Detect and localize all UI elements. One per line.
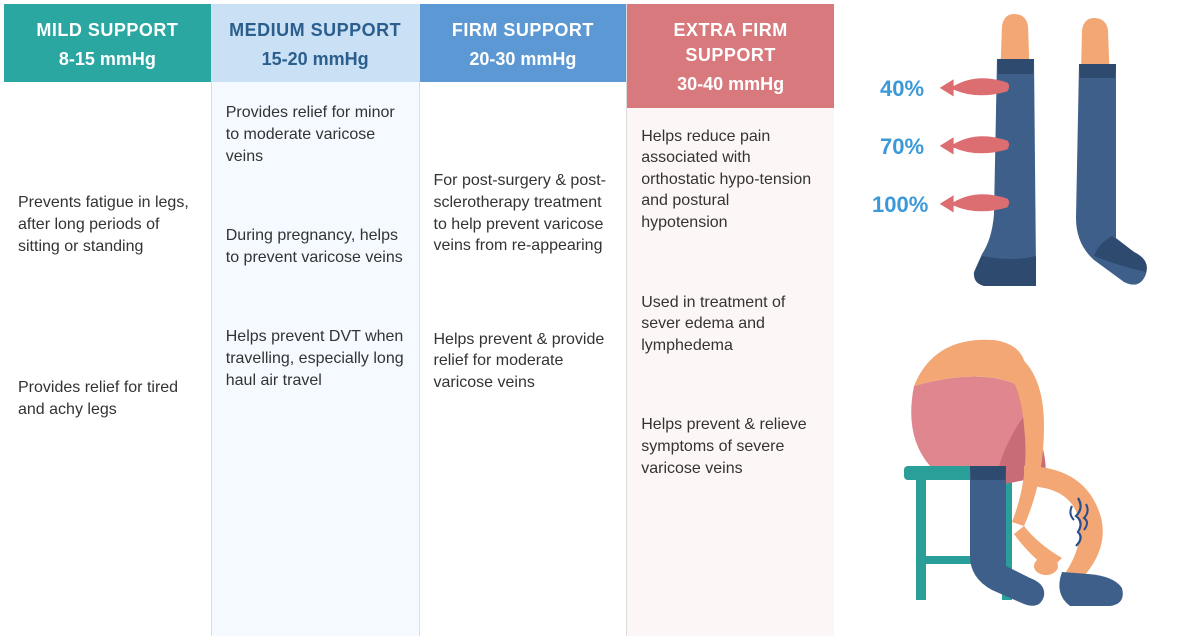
benefit-item: Used in treatment of sever edema and lym… bbox=[641, 292, 820, 357]
col-range: 15-20 mmHg bbox=[220, 47, 411, 72]
column-header: EXTRA FIRM SUPPORT 30-40 mmHg bbox=[627, 4, 834, 108]
benefit-item: Provides relief for minor to moderate va… bbox=[226, 102, 405, 167]
column-body: Provides relief for minor to moderate va… bbox=[212, 82, 419, 636]
benefit-item: Helps prevent DVT when travelling, espec… bbox=[226, 326, 405, 391]
column-mild: MILD SUPPORT 8-15 mmHg Prevents fatigue … bbox=[4, 4, 212, 636]
illustrations-panel: 40% 70% 100% bbox=[834, 4, 1196, 636]
compression-percent-label: 40% bbox=[880, 76, 924, 102]
col-title: MEDIUM SUPPORT bbox=[220, 18, 411, 43]
support-levels-table: MILD SUPPORT 8-15 mmHg Prevents fatigue … bbox=[4, 4, 834, 636]
benefit-item: Provides relief for tired and achy legs bbox=[18, 377, 197, 420]
col-range: 8-15 mmHg bbox=[12, 47, 203, 72]
column-medium: MEDIUM SUPPORT 15-20 mmHg Provides relie… bbox=[212, 4, 420, 636]
benefit-item: Helps prevent & relieve symptoms of seve… bbox=[641, 414, 820, 479]
column-body: Helps reduce pain associated with orthos… bbox=[627, 108, 834, 636]
benefit-item: Helps reduce pain associated with orthos… bbox=[641, 126, 820, 234]
benefit-item: For post-surgery & post-sclerotherapy tr… bbox=[434, 170, 613, 256]
col-title: MILD SUPPORT bbox=[12, 18, 203, 43]
compression-arrow-icon bbox=[938, 132, 1016, 158]
compression-percent-label: 70% bbox=[880, 134, 924, 160]
benefit-item: Prevents fatigue in legs, after long per… bbox=[18, 192, 197, 257]
column-extra-firm: EXTRA FIRM SUPPORT 30-40 mmHg Helps redu… bbox=[627, 4, 834, 636]
benefit-item: Helps prevent & provide relief for moder… bbox=[434, 329, 613, 394]
col-range: 20-30 mmHg bbox=[428, 47, 619, 72]
column-header: FIRM SUPPORT 20-30 mmHg bbox=[420, 4, 627, 82]
column-firm: FIRM SUPPORT 20-30 mmHg For post-surgery… bbox=[420, 4, 628, 636]
compression-arrow-icon bbox=[938, 74, 1016, 100]
compression-arrow-icon bbox=[938, 190, 1016, 216]
col-title: EXTRA FIRM SUPPORT bbox=[635, 18, 826, 68]
col-title: FIRM SUPPORT bbox=[428, 18, 619, 43]
column-body: Prevents fatigue in legs, after long per… bbox=[4, 82, 211, 636]
person-putting-sock-icon bbox=[874, 326, 1184, 626]
col-range: 30-40 mmHg bbox=[635, 72, 826, 97]
benefit-item: During pregnancy, helps to prevent varic… bbox=[226, 225, 405, 268]
column-header: MILD SUPPORT 8-15 mmHg bbox=[4, 4, 211, 82]
compression-percent-label: 100% bbox=[872, 192, 928, 218]
column-body: For post-surgery & post-sclerotherapy tr… bbox=[420, 82, 627, 636]
column-header: MEDIUM SUPPORT 15-20 mmHg bbox=[212, 4, 419, 82]
